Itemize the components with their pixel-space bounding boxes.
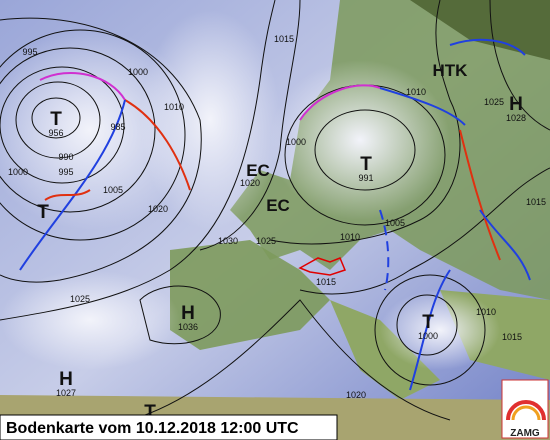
isobar-label: 995	[58, 167, 73, 177]
isobar-label: 1030	[218, 236, 238, 246]
pressure-center: T	[37, 202, 49, 223]
isobar-label: 1010	[406, 87, 426, 97]
isobar-label: 1000	[8, 167, 28, 177]
pressure-center: H	[181, 303, 195, 324]
logo-arc	[511, 405, 541, 421]
pressure-center: T	[50, 109, 62, 130]
isobar-label: 1020	[346, 390, 366, 400]
caption: Bodenkarte vom 10.12.2018 12:00 UTC	[6, 420, 299, 437]
logo-text: ZAMG	[510, 428, 540, 439]
pressure-center: H	[59, 369, 73, 390]
isobar-label: 990	[58, 152, 73, 162]
isobar-label: 1010	[340, 232, 360, 242]
pressure-value: 1036	[178, 322, 198, 332]
fronts	[19, 38, 531, 391]
isobar-label: 1015	[316, 277, 336, 287]
isobar-label: 1015	[274, 34, 294, 44]
isobar-label: 1025	[256, 236, 276, 246]
isobar-label: 1010	[164, 102, 184, 112]
clouds	[0, 10, 500, 370]
pressure-value: 1000	[418, 331, 438, 341]
isobar-label: 1000	[286, 137, 306, 147]
pressure-value: 1028	[506, 113, 526, 123]
isobar-label: 1000	[128, 67, 148, 77]
map-label: EC	[266, 196, 290, 215]
isobar-label: 985	[110, 122, 125, 132]
pressure-center: T	[422, 312, 434, 333]
map-label: EC	[246, 161, 270, 180]
isobar-label: 1020	[148, 204, 168, 214]
pressure-value: 956	[48, 128, 63, 138]
pressure-value: 1027	[56, 388, 76, 398]
austria-outline	[298, 257, 347, 276]
pressure-value: 991	[358, 173, 373, 183]
pressure-center: H	[509, 94, 523, 115]
pressure-center: T	[360, 154, 372, 175]
isobar-label: 1025	[484, 97, 504, 107]
isobar-label: 1025	[70, 294, 90, 304]
isobar-label: 1005	[103, 185, 123, 195]
caption-box	[0, 414, 338, 440]
isobar-label: 1005	[385, 218, 405, 228]
isobar-label: 1015	[502, 332, 522, 342]
isobar-label: 1020	[240, 178, 260, 188]
logo-arc	[506, 400, 546, 421]
isobar-label: 1015	[526, 197, 546, 207]
isobar-label: 1010	[476, 307, 496, 317]
map-label: HTK	[433, 61, 469, 80]
isobar-label: 995	[22, 47, 37, 57]
